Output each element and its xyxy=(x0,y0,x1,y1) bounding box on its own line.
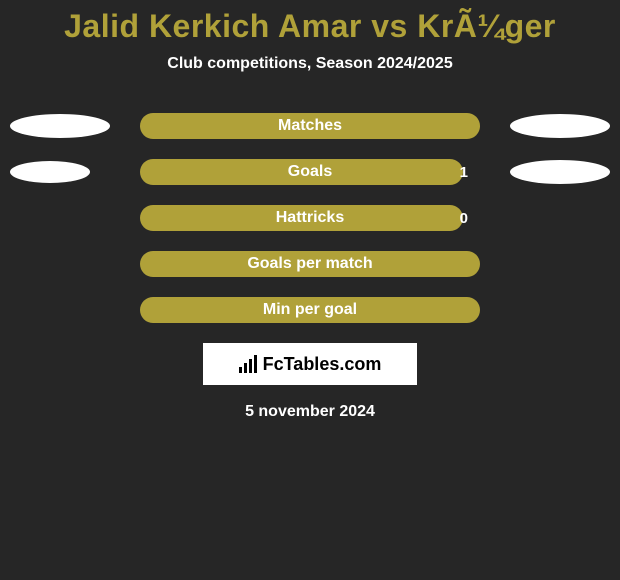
stat-row: Goals1 xyxy=(0,159,620,185)
stat-label: Goals per match xyxy=(140,251,480,277)
stat-bar-track: Goals1 xyxy=(140,159,480,185)
stat-value-right: 0 xyxy=(460,205,468,231)
subtitle: Club competitions, Season 2024/2025 xyxy=(0,55,620,73)
stat-bar-track: Goals per match xyxy=(140,251,480,277)
logo-text: FcTables.com xyxy=(263,354,382,375)
stat-bar-track: Min per goal xyxy=(140,297,480,323)
stat-row: Min per goal xyxy=(0,297,620,323)
stat-bar-track: Hattricks0 xyxy=(140,205,480,231)
page-title: Jalid Kerkich Amar vs KrÃ¼ger xyxy=(0,0,620,45)
left-stat-ellipse xyxy=(10,161,90,183)
right-stat-ellipse xyxy=(510,114,610,138)
stat-rows: Matches Goals1 Hattricks0 Goals per match Mi… xyxy=(0,113,620,323)
stat-label: Goals xyxy=(140,159,480,185)
source-logo: FcTables.com xyxy=(203,343,417,385)
stat-row: Goals per match xyxy=(0,251,620,277)
date-label: 5 november 2024 xyxy=(0,403,620,421)
right-stat-ellipse xyxy=(510,160,610,184)
stat-bar-track: Matches xyxy=(140,113,480,139)
stat-label: Min per goal xyxy=(140,297,480,323)
stat-row: Hattricks0 xyxy=(0,205,620,231)
stat-value-right: 1 xyxy=(460,159,468,185)
stat-row: Matches xyxy=(0,113,620,139)
left-stat-ellipse xyxy=(10,114,110,138)
stat-label: Matches xyxy=(140,113,480,139)
comparison-infographic: Jalid Kerkich Amar vs KrÃ¼ger Club compe… xyxy=(0,0,620,580)
stat-label: Hattricks xyxy=(140,205,480,231)
bar-chart-icon xyxy=(239,355,257,373)
